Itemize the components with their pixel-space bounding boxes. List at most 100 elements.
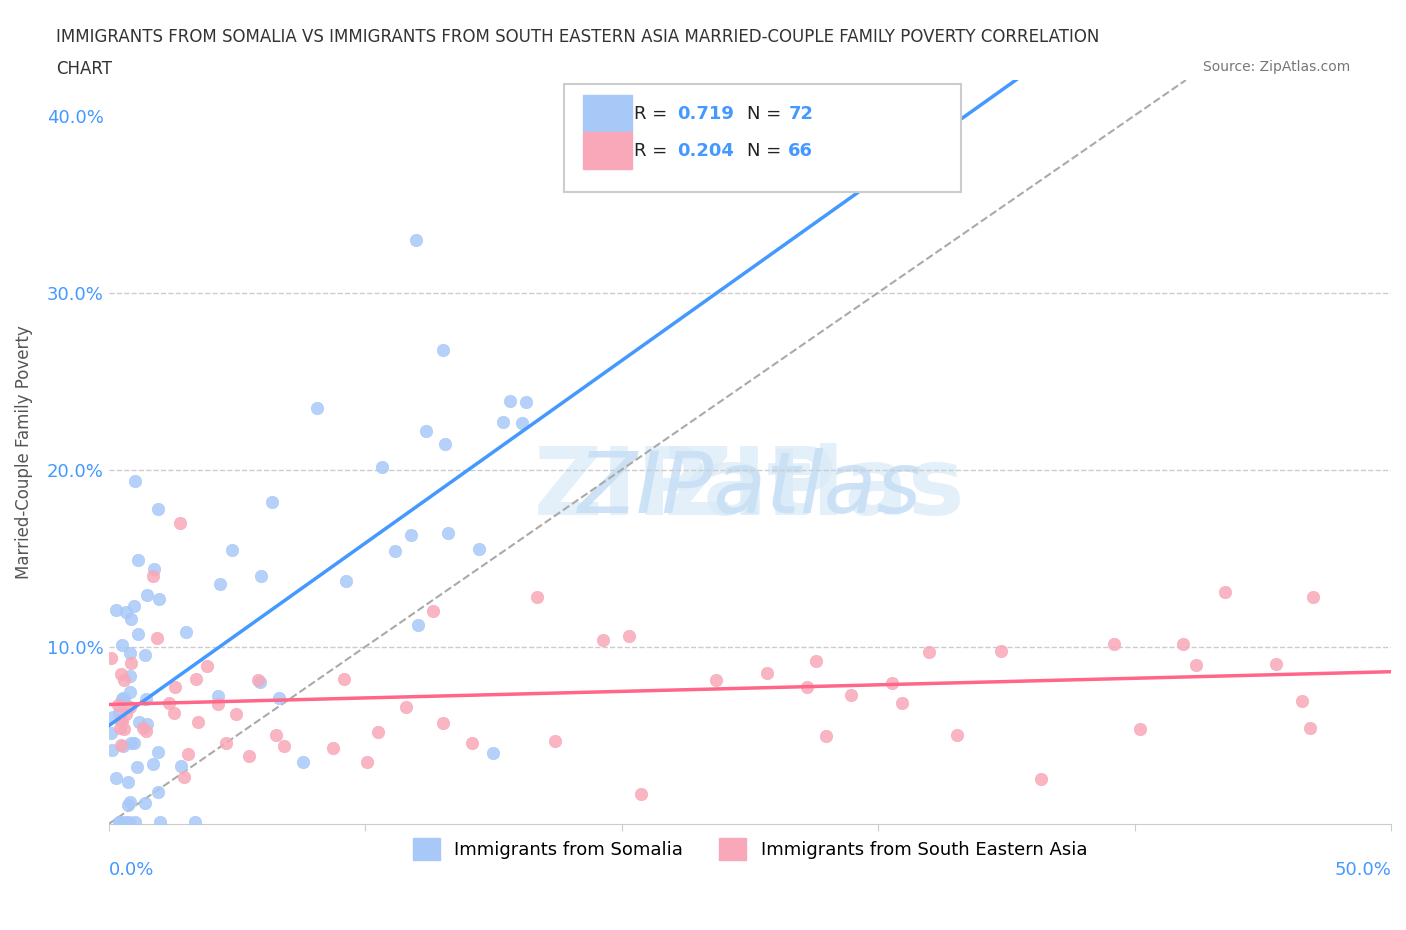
Point: [197, 658, 219, 673]
Point: [114, 815, 136, 830]
Point: [118, 699, 141, 714]
Point: [105, 770, 128, 785]
Point: [100, 725, 122, 740]
Point: [110, 667, 132, 682]
FancyBboxPatch shape: [564, 84, 962, 192]
Text: N =: N =: [747, 104, 787, 123]
Point: [367, 724, 389, 739]
Point: [114, 707, 136, 722]
Point: [103, 710, 125, 724]
Point: [704, 672, 727, 687]
Point: [110, 737, 132, 752]
Point: [136, 716, 159, 731]
Text: 72: 72: [789, 104, 813, 123]
Point: [291, 754, 314, 769]
Point: [335, 573, 357, 588]
Point: [208, 577, 231, 591]
Point: [101, 742, 124, 757]
Point: [249, 569, 271, 584]
Point: [238, 749, 260, 764]
Point: [1185, 658, 1208, 672]
Point: [526, 589, 548, 604]
FancyBboxPatch shape: [583, 132, 631, 169]
Point: [415, 423, 437, 438]
Point: [371, 459, 394, 474]
Point: [127, 552, 149, 567]
Point: [120, 736, 142, 751]
Point: [492, 415, 515, 430]
Point: [1265, 657, 1288, 671]
Point: [544, 734, 567, 749]
Point: [405, 232, 427, 247]
Point: [436, 525, 458, 540]
Point: [117, 797, 139, 812]
Point: [163, 680, 186, 695]
Point: [100, 650, 122, 665]
Point: [132, 721, 155, 736]
Point: [1299, 721, 1322, 736]
Point: [186, 671, 208, 686]
Point: [1031, 772, 1053, 787]
Point: [207, 688, 229, 703]
Point: [107, 698, 129, 712]
Point: [184, 815, 207, 830]
Point: [917, 644, 939, 659]
Point: [118, 645, 141, 660]
Text: ZIPatlas: ZIPatlas: [534, 444, 966, 536]
Point: [177, 747, 200, 762]
Point: [125, 760, 148, 775]
Point: [1302, 590, 1324, 604]
Point: [107, 815, 129, 830]
Point: [422, 604, 444, 618]
Point: [117, 775, 139, 790]
Point: [122, 735, 145, 750]
Point: [110, 637, 132, 652]
Point: [134, 647, 156, 662]
Point: [108, 815, 131, 830]
Text: 0.204: 0.204: [676, 141, 734, 160]
Point: [796, 679, 818, 694]
Point: [617, 629, 640, 644]
Point: [173, 769, 195, 784]
Text: IMMIGRANTS FROM SOMALIA VS IMMIGRANTS FROM SOUTH EASTERN ASIA MARRIED-COUPLE FAM: IMMIGRANTS FROM SOMALIA VS IMMIGRANTS FR…: [56, 28, 1099, 46]
FancyBboxPatch shape: [583, 95, 631, 132]
Point: [515, 395, 537, 410]
Point: [432, 715, 454, 730]
Text: ZIPatlas: ZIPatlas: [578, 447, 922, 531]
Point: [434, 437, 457, 452]
Point: [107, 705, 129, 720]
Point: [118, 684, 141, 699]
Text: 0.719: 0.719: [676, 104, 734, 123]
Point: [273, 738, 295, 753]
Point: [461, 736, 484, 751]
Point: [307, 401, 329, 416]
Point: [406, 618, 429, 632]
Text: N =: N =: [747, 141, 787, 160]
Point: [170, 759, 193, 774]
Point: [112, 722, 135, 737]
Point: [128, 714, 150, 729]
Point: [124, 815, 146, 830]
Text: Source: ZipAtlas.com: Source: ZipAtlas.com: [1202, 60, 1350, 74]
Point: [215, 736, 238, 751]
Point: [105, 603, 128, 618]
Point: [891, 696, 914, 711]
Point: [207, 697, 229, 711]
Point: [115, 604, 138, 619]
Point: [804, 654, 827, 669]
Text: R =: R =: [634, 141, 673, 160]
Point: [225, 707, 247, 722]
Text: CHART: CHART: [56, 60, 112, 78]
Text: 50.0%: 50.0%: [1334, 861, 1391, 879]
Point: [143, 562, 166, 577]
Point: [187, 714, 209, 729]
Point: [839, 688, 862, 703]
Point: [120, 612, 142, 627]
Point: [148, 591, 170, 606]
Point: [1213, 584, 1236, 599]
Point: [247, 672, 270, 687]
Point: [142, 568, 165, 583]
Point: [269, 691, 291, 706]
Point: [322, 740, 344, 755]
Point: [395, 700, 418, 715]
